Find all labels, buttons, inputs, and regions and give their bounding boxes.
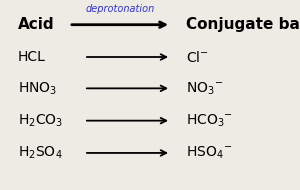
Text: deprotonation: deprotonation [85,5,154,14]
Text: Conjugate base: Conjugate base [186,17,300,32]
Text: HCL: HCL [18,50,46,64]
Text: HSO$_{4}$$^{-}$: HSO$_{4}$$^{-}$ [186,145,232,161]
Text: H$_{2}$SO$_{4}$: H$_{2}$SO$_{4}$ [18,145,63,161]
Text: HCO$_{3}$$^{-}$: HCO$_{3}$$^{-}$ [186,112,233,129]
Text: NO$_{3}$$^{-}$: NO$_{3}$$^{-}$ [186,80,223,97]
Text: HNO$_{3}$: HNO$_{3}$ [18,80,57,97]
Text: H$_{2}$CO$_{3}$: H$_{2}$CO$_{3}$ [18,112,63,129]
Text: Acid: Acid [18,17,55,32]
Text: Cl$^{-}$: Cl$^{-}$ [186,50,209,64]
